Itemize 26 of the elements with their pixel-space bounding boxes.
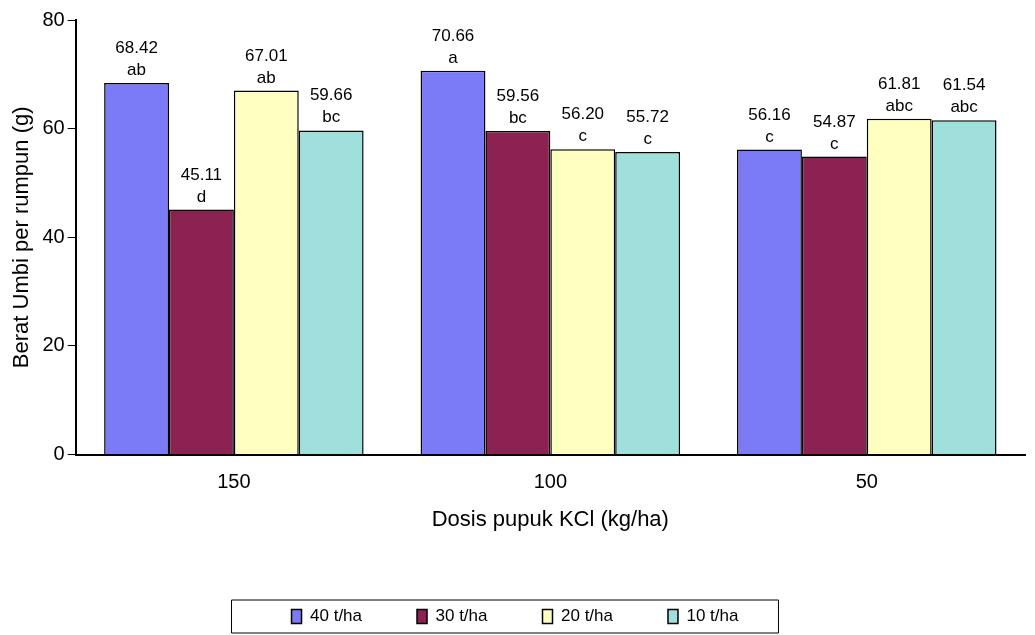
data-label: 45.11 d [180,164,223,206]
y-tick-label: 40 [42,224,65,247]
data-label: 61.81 abc [877,73,921,115]
legend-label: 20 t/ha [561,606,614,626]
x-tick-label: 100 [533,470,568,493]
data-label: 67.01 ab [245,45,288,87]
data-label: 56.16 c [748,104,791,146]
y-tick-label: 0 [53,442,65,465]
legend-label: 40 t/ha [310,606,363,626]
data-label: 68.42 ab [115,37,158,79]
x-axis-title: Dosis pupuk KCl (kg/ha) [431,505,669,531]
legend-label: 10 t/ha [686,606,740,626]
data-label: 59.56 bc [496,86,540,128]
y-tick-label: 60 [42,116,65,139]
y-axis-title: Berat Umbi per rumpun (g) [8,106,34,369]
data-label: 55.72 c [626,106,669,148]
x-tick-label: 150 [217,470,251,493]
data-label: 54.87 c [813,111,856,153]
y-tick-label: 80 [42,7,65,30]
data-label: 56.20 c [561,104,605,146]
legend-label: 30 t/ha [435,606,489,626]
data-label: 59.66 bc [309,85,353,127]
data-label: 70.66 a [431,25,475,67]
y-tick-label: 20 [42,333,65,356]
data-label: 61.54 abc [942,75,986,117]
x-tick-label: 50 [855,470,878,493]
